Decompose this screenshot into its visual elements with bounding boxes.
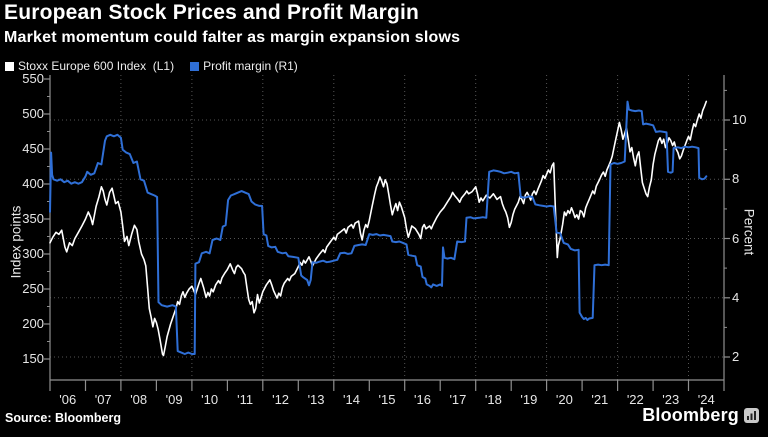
left-axis-tick-label: 250 [22, 281, 44, 296]
left-axis-tick-label: 400 [22, 176, 44, 191]
left-axis-tick-label: 550 [22, 71, 44, 86]
left-axis-tick-label: 200 [22, 316, 44, 331]
brand-logo: Bloomberg [642, 405, 759, 426]
legend-label-stoxx: Stoxx Europe 600 Index (L1) [18, 59, 175, 73]
legend-item-profit-margin: Profit margin (R1) [190, 59, 298, 73]
right-axis-tick-label: 10 [732, 112, 747, 127]
x-axis-tick-label: '22 [626, 392, 644, 407]
x-axis-tick-label: '07 [94, 392, 112, 407]
right-axis-tick-label: 6 [732, 230, 740, 246]
left-axis-tick-label: 450 [22, 141, 44, 156]
left-axis-tick-label: 300 [22, 246, 44, 261]
x-axis-tick-label: '18 [484, 392, 502, 407]
source-label: Source: Bloomberg [5, 411, 121, 425]
legend-color-chip-profit-margin [190, 61, 200, 71]
x-axis-tick-label: '08 [130, 392, 148, 407]
x-axis-tick-label: '19 [520, 392, 538, 407]
x-axis-tick-label: '09 [165, 392, 183, 407]
profit-margin-line [49, 100, 708, 355]
x-axis-tick-label: '15 [378, 392, 396, 407]
chart-subtitle: Market momentum could falter as margin e… [4, 29, 461, 46]
legend: Stoxx Europe 600 Index (L1) Profit margi… [5, 59, 298, 73]
left-axis-tick-label: 150 [22, 351, 44, 366]
legend-color-chip-stoxx [5, 61, 14, 71]
right-axis-tick-label: 2 [732, 349, 740, 364]
bar-chart-icon [744, 408, 759, 423]
brand-name: Bloomberg [642, 405, 739, 425]
right-axis-tick-label: 8 [732, 171, 740, 187]
x-axis-tick-label: '17 [449, 392, 467, 407]
right-axis-tick-label: 4 [732, 289, 740, 305]
x-axis-tick-label: '23 [662, 392, 680, 407]
chart-title: European Stock Prices and Profit Margin [4, 1, 420, 24]
x-axis-tick-label: '12 [272, 392, 290, 407]
left-axis-tick-label: 350 [22, 211, 44, 226]
x-axis-tick-label: '21 [591, 392, 609, 407]
left-axis-tick-label: 500 [22, 106, 44, 121]
x-axis-tick-label: '14 [343, 392, 360, 407]
x-axis-tick-label: '20 [555, 392, 573, 407]
legend-item-stoxx: Stoxx Europe 600 Index (L1) [5, 59, 174, 73]
x-axis-tick-label: '13 [307, 392, 325, 407]
x-axis-tick-label: '10 [201, 392, 219, 407]
x-axis-tick-label: '06 [59, 392, 77, 407]
x-axis-tick-label: '16 [413, 392, 431, 407]
stoxx-line [49, 100, 708, 357]
legend-label-profit-margin: Profit margin (R1) [203, 59, 298, 73]
x-axis-tick-label: '24 [697, 392, 715, 407]
x-axis-tick-label: '11 [237, 392, 254, 407]
right-axis-title: Percent [741, 208, 757, 256]
